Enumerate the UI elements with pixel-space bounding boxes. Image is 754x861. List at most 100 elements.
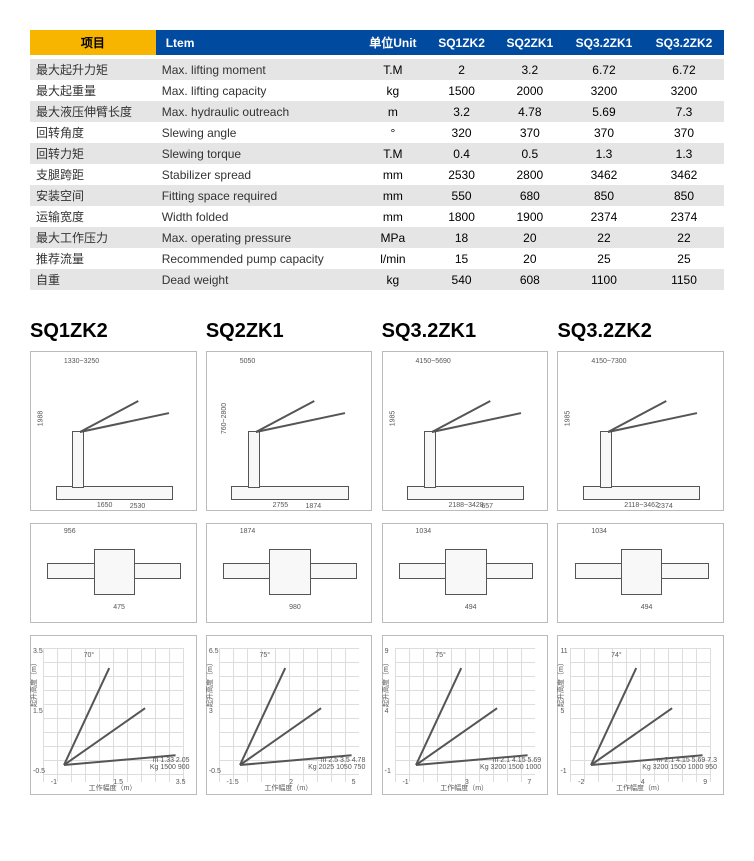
header-model-0: SQ1ZK2 <box>427 30 495 55</box>
diagram-column: SQ3.2ZK1 4150~56902188~34286571985 10344… <box>382 320 549 807</box>
dimension-label: 2188~3428 <box>448 502 483 509</box>
header-model-1: SQ2ZK1 <box>496 30 564 55</box>
cell: 1500 <box>427 80 495 101</box>
table-row: 最大液压伸臂长度Max. hydraulic outreachm3.24.785… <box>30 101 724 122</box>
x-tick: -2 <box>578 779 584 786</box>
load-table: m 2.5 3.5 4.78Kg 2025 1050 750 <box>308 757 365 772</box>
dimension-label: 1330~3250 <box>64 358 99 365</box>
cell: 7.3 <box>644 101 724 122</box>
cell: Max. lifting capacity <box>156 80 359 101</box>
x-tick: 9 <box>703 779 707 786</box>
model-title: SQ3.2ZK1 <box>382 320 549 343</box>
table-row: 推荐流量Recommended pump capacityl/min152025… <box>30 248 724 269</box>
dimension-label: 1985 <box>389 411 396 427</box>
table-row: 回转角度Slewing angle°320370370370 <box>30 122 724 143</box>
cell: 850 <box>564 185 644 206</box>
cell: 3.2 <box>427 101 495 122</box>
load-chart: 75°m 2.1 4.15 5.69Kg 3200 1500 1000工作幅度（… <box>382 635 549 795</box>
cell: Max. operating pressure <box>156 227 359 248</box>
y-tick: 5 <box>560 708 564 715</box>
dimension-label: 5050 <box>240 358 256 365</box>
y-tick: 3 <box>209 708 213 715</box>
y-tick: 9 <box>385 648 389 655</box>
dimension-label: 2530 <box>130 503 146 510</box>
x-tick: -1 <box>51 779 57 786</box>
cell: Width folded <box>156 206 359 227</box>
table-row: 运输宽度Width foldedmm1800190023742374 <box>30 206 724 227</box>
top-view-diagram: 956475 <box>30 523 197 623</box>
x-tick: 3 <box>465 779 469 786</box>
cell: 2800 <box>496 164 564 185</box>
cell: 6.72 <box>564 59 644 80</box>
y-axis-label: 起升高度（m） <box>556 659 566 707</box>
cell: Recommended pump capacity <box>156 248 359 269</box>
cell: 850 <box>644 185 724 206</box>
dimension-label: 1650 <box>97 502 113 509</box>
cell: 4.78 <box>496 101 564 122</box>
diagram-column: SQ1ZK2 1330~3250165025301988 956475 70°m… <box>30 320 197 807</box>
dimension-label: 2118~3462 <box>624 502 659 509</box>
header-item: Ltem <box>156 30 359 55</box>
cell: 2000 <box>496 80 564 101</box>
cell: 22 <box>644 227 724 248</box>
x-tick: 2 <box>289 779 293 786</box>
cell: 自重 <box>30 269 156 290</box>
cell: 370 <box>496 122 564 143</box>
y-tick: -0.5 <box>33 768 45 775</box>
cell: 370 <box>564 122 644 143</box>
diagram-column: SQ2ZK1 505027551874760~2800 1874980 75°m… <box>206 320 373 807</box>
cell: Dead weight <box>156 269 359 290</box>
cell: 5.69 <box>564 101 644 122</box>
cell: mm <box>358 185 427 206</box>
cell: 6.72 <box>644 59 724 80</box>
model-title: SQ3.2ZK2 <box>557 320 724 343</box>
table-row: 支腿跨距Stabilizer spreadmm2530280034623462 <box>30 164 724 185</box>
cell: 回转角度 <box>30 122 156 143</box>
cell: 2 <box>427 59 495 80</box>
cell: m <box>358 101 427 122</box>
spec-body: 最大起升力矩Max. lifting momentT.M23.26.726.72… <box>30 55 724 290</box>
cell: 320 <box>427 122 495 143</box>
load-chart: 75°m 2.5 3.5 4.78Kg 2025 1050 750工作幅度（m）… <box>206 635 373 795</box>
cell: T.M <box>358 59 427 80</box>
header-row: 项目 Ltem 单位Unit SQ1ZK2 SQ2ZK1 SQ3.2ZK1 SQ… <box>30 30 724 55</box>
top-view-diagram: 1874980 <box>206 523 373 623</box>
x-tick: 1.5 <box>113 779 123 786</box>
load-table: m 1.33 2.05Kg 1500 900 <box>150 757 190 772</box>
side-view-diagram: 4150~73002118~346223741985 <box>557 351 724 511</box>
side-view-diagram: 1330~3250165025301988 <box>30 351 197 511</box>
x-tick: 4 <box>641 779 645 786</box>
y-tick: 4 <box>385 708 389 715</box>
cell: 2374 <box>564 206 644 227</box>
dimension-label: 980 <box>289 604 301 611</box>
cell: 608 <box>496 269 564 290</box>
cell: 1150 <box>644 269 724 290</box>
cell: 3462 <box>644 164 724 185</box>
dimension-label: 2755 <box>273 502 289 509</box>
model-title: SQ2ZK1 <box>206 320 373 343</box>
load-chart: 74°m 2.1 4.15 5.69 7.3Kg 3200 1500 1000 … <box>557 635 724 795</box>
cell: 15 <box>427 248 495 269</box>
cell: T.M <box>358 143 427 164</box>
cell: 25 <box>644 248 724 269</box>
header-model-2: SQ3.2ZK1 <box>564 30 644 55</box>
table-row: 回转力矩Slewing torqueT.M0.40.51.31.3 <box>30 143 724 164</box>
cell: 3200 <box>564 80 644 101</box>
dimension-label: 657 <box>481 503 493 510</box>
y-axis-label: 起升高度（m） <box>381 659 391 707</box>
cell: mm <box>358 206 427 227</box>
cell: 3462 <box>564 164 644 185</box>
cell: 25 <box>564 248 644 269</box>
cell: 最大起升力矩 <box>30 59 156 80</box>
cell: 最大工作压力 <box>30 227 156 248</box>
dimension-label: 4150~7300 <box>591 358 626 365</box>
load-table: m 2.1 4.15 5.69 7.3Kg 3200 1500 1000 950 <box>642 757 717 772</box>
dimension-label: 1985 <box>565 411 572 427</box>
cell: 推荐流量 <box>30 248 156 269</box>
cell: 最大液压伸臂长度 <box>30 101 156 122</box>
side-view-diagram: 505027551874760~2800 <box>206 351 373 511</box>
cell: 0.4 <box>427 143 495 164</box>
cell: kg <box>358 269 427 290</box>
header-cn: 项目 <box>30 30 156 55</box>
x-tick: -1.5 <box>227 779 239 786</box>
